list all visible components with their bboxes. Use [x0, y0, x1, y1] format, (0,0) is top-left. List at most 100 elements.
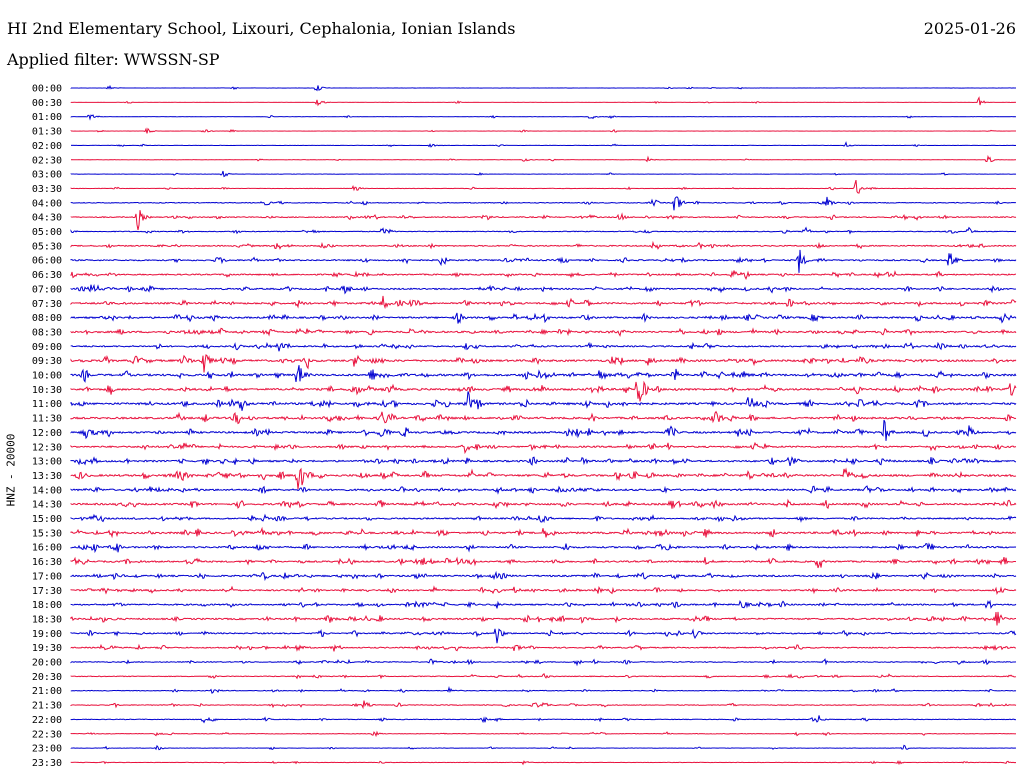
- row-label-0000: 00:00: [32, 84, 62, 95]
- trace-2230: [70, 730, 1017, 738]
- row-label-2200: 22:00: [32, 715, 62, 726]
- row-label-1330: 13:30: [32, 471, 62, 482]
- trace-2330: [70, 760, 1017, 766]
- filter-label: Applied filter: WWSSN-SP: [7, 50, 220, 69]
- row-label-2100: 21:00: [32, 686, 62, 697]
- traces: [70, 84, 1017, 766]
- trace-0300: [70, 170, 1017, 178]
- trace-0930: [70, 354, 1017, 373]
- trace-1200: [70, 419, 1017, 441]
- row-label-1730: 17:30: [32, 586, 62, 597]
- row-label-0300: 03:00: [32, 170, 62, 181]
- trace-0400: [70, 196, 1017, 211]
- trace-1900: [70, 628, 1017, 644]
- row-label-0900: 09:00: [32, 342, 62, 353]
- trace-0200: [70, 141, 1017, 148]
- trace-0700: [70, 283, 1017, 295]
- row-label-1300: 13:00: [32, 457, 62, 468]
- row-label-1400: 14:00: [32, 485, 62, 496]
- row-label-1200: 12:00: [32, 428, 62, 439]
- trace-1430: [70, 498, 1017, 510]
- date-label: 2025-01-26: [923, 19, 1016, 38]
- trace-0230: [70, 154, 1017, 163]
- trace-1630: [70, 556, 1017, 569]
- row-label-0330: 03:30: [32, 184, 62, 195]
- trace-1830: [70, 611, 1017, 626]
- row-label-0630: 06:30: [32, 270, 62, 281]
- trace-1730: [70, 585, 1017, 595]
- row-label-2230: 22:30: [32, 729, 62, 740]
- row-label-1900: 19:00: [32, 629, 62, 640]
- row-label-0730: 07:30: [32, 299, 62, 310]
- row-label-1130: 11:30: [32, 414, 62, 425]
- row-label-2030: 20:30: [32, 672, 62, 683]
- trace-2030: [70, 672, 1017, 680]
- trace-1330: [70, 467, 1017, 490]
- trace-0800: [70, 312, 1017, 324]
- row-label-0100: 01:00: [32, 112, 62, 123]
- row-label-0930: 09:30: [32, 356, 62, 367]
- row-label-1030: 10:30: [32, 385, 62, 396]
- row-label-0530: 05:30: [32, 241, 62, 252]
- trace-0000: [70, 84, 1017, 92]
- row-label-2330: 23:30: [32, 758, 62, 769]
- trace-0600: [70, 249, 1017, 273]
- row-label-0800: 08:00: [32, 313, 62, 324]
- row-label-1230: 12:30: [32, 442, 62, 453]
- row-label-1600: 16:00: [32, 543, 62, 554]
- trace-0630: [70, 270, 1017, 281]
- trace-0900: [70, 341, 1017, 352]
- row-label-2300: 23:00: [32, 744, 62, 755]
- row-label-1930: 19:30: [32, 643, 62, 654]
- row-label-1630: 16:30: [32, 557, 62, 568]
- row-label-0400: 04:00: [32, 198, 62, 209]
- row-label-1800: 18:00: [32, 600, 62, 611]
- row-label-1000: 10:00: [32, 371, 62, 382]
- trace-0130: [70, 127, 1017, 134]
- trace-0430: [70, 210, 1017, 231]
- row-label-0030: 00:30: [32, 98, 62, 109]
- row-labels: 00:00 00:30 01:00 01:30 02:00 02:30 03:00 03:30…: [32, 84, 62, 769]
- trace-2130: [70, 700, 1017, 710]
- row-label-0600: 06:00: [32, 256, 62, 267]
- trace-1530: [70, 526, 1016, 539]
- station-title: HI 2nd Elementary School, Lixouri, Cepha…: [7, 19, 516, 38]
- row-label-0230: 02:30: [32, 155, 62, 166]
- trace-1000: [70, 365, 1017, 383]
- row-label-1830: 18:30: [32, 614, 62, 625]
- trace-1500: [70, 513, 1017, 524]
- row-label-1500: 15:00: [32, 514, 62, 525]
- trace-1600: [70, 542, 1017, 554]
- trace-1700: [70, 570, 1017, 582]
- trace-2200: [70, 715, 1017, 724]
- row-label-0430: 04:30: [32, 213, 62, 224]
- trace-2000: [70, 658, 1017, 667]
- row-label-1100: 11:00: [32, 399, 62, 410]
- trace-0530: [70, 240, 1017, 250]
- row-label-1530: 15:30: [32, 528, 62, 539]
- trace-1400: [70, 485, 1017, 495]
- trace-1030: [70, 380, 1017, 402]
- trace-2300: [70, 744, 1017, 751]
- row-label-0500: 05:00: [32, 227, 62, 238]
- trace-1800: [70, 599, 1017, 610]
- row-label-0830: 08:30: [32, 327, 62, 338]
- row-label-0200: 02:00: [32, 141, 62, 152]
- trace-0330: [70, 179, 1017, 194]
- row-label-1700: 17:00: [32, 571, 62, 582]
- trace-1130: [70, 410, 1017, 425]
- trace-0830: [70, 327, 1017, 337]
- trace-0100: [70, 114, 1017, 121]
- trace-0030: [70, 96, 1017, 107]
- row-label-2000: 20:00: [32, 658, 62, 669]
- trace-1300: [70, 456, 1017, 466]
- trace-2100: [70, 685, 1017, 694]
- row-label-0130: 01:30: [32, 127, 62, 138]
- trace-0730: [70, 295, 1017, 310]
- trace-1230: [70, 441, 1017, 455]
- trace-1100: [70, 391, 1017, 411]
- trace-1930: [70, 643, 1017, 652]
- trace-0500: [70, 226, 1017, 235]
- row-label-1430: 14:30: [32, 500, 62, 511]
